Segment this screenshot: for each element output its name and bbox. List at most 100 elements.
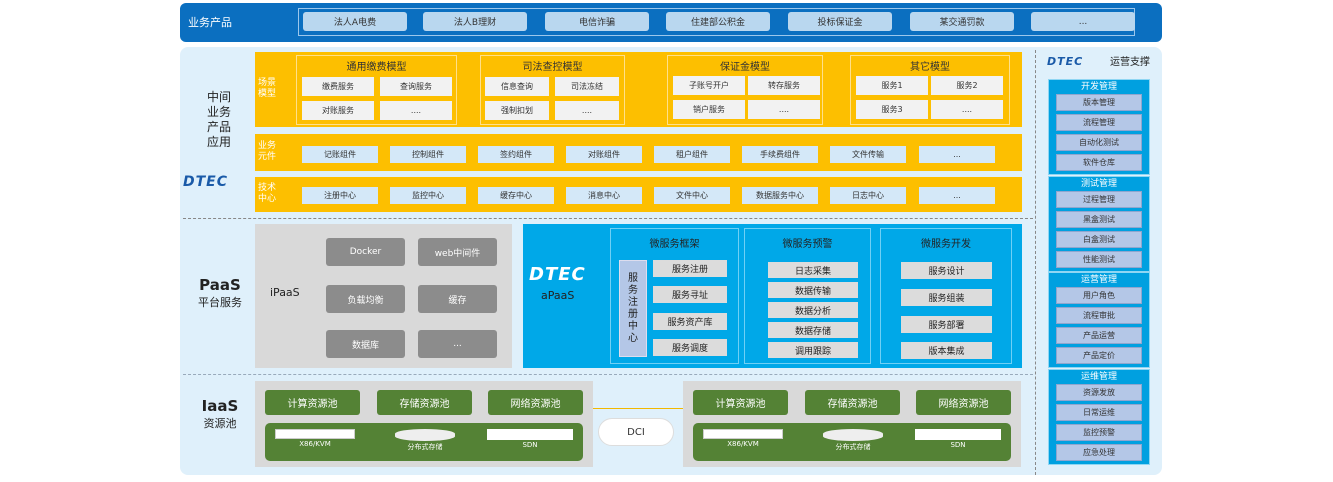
tech-item[interactable]: 日志中心: [830, 187, 906, 204]
product-chip[interactable]: 投标保证金: [788, 12, 892, 31]
component-item[interactable]: 文件传输: [830, 146, 906, 163]
apaas-item[interactable]: 数据传输: [768, 282, 858, 298]
ops-group: 运维管理 资源发放 日常运维 监控预警 应急处理: [1048, 369, 1150, 465]
product-chip[interactable]: 某交通罚款: [910, 12, 1014, 31]
component-item[interactable]: ...: [919, 146, 995, 163]
scene-label: 场景模型: [258, 78, 277, 99]
model-item[interactable]: 强制扣划: [485, 101, 549, 120]
apaas-item[interactable]: 服务注册: [653, 260, 727, 277]
model-item[interactable]: 缴费服务: [302, 77, 374, 96]
component-item[interactable]: 控制组件: [390, 146, 466, 163]
component-item[interactable]: 签约组件: [478, 146, 554, 163]
ops-item[interactable]: 监控预警: [1056, 424, 1142, 441]
hardware-layer: X86/KVM 分布式存储 SDN: [265, 423, 583, 461]
tech-item[interactable]: 注册中心: [302, 187, 378, 204]
model-item[interactable]: 服务1: [856, 76, 928, 95]
tech-item[interactable]: 监控中心: [390, 187, 466, 204]
model-item[interactable]: ....: [380, 101, 452, 120]
ops-item[interactable]: 自动化测试: [1056, 134, 1142, 151]
apaas-item[interactable]: 服务资产库: [653, 313, 727, 330]
ops-item[interactable]: 软件仓库: [1056, 154, 1142, 171]
apaas-item[interactable]: 服务调度: [653, 339, 727, 356]
ops-item[interactable]: 应急处理: [1056, 444, 1142, 461]
model-item[interactable]: 服务2: [931, 76, 1003, 95]
ipaas-item[interactable]: 缓存: [418, 285, 497, 313]
model-item[interactable]: 信息查询: [485, 77, 549, 96]
resource-pool[interactable]: 计算资源池: [693, 390, 788, 415]
ops-item[interactable]: 流程审批: [1056, 307, 1142, 324]
ipaas-item[interactable]: ...: [418, 330, 497, 358]
ops-item[interactable]: 资源发放: [1056, 384, 1142, 401]
storage-disk-icon: [823, 429, 883, 441]
ipaas-item[interactable]: web中间件: [418, 238, 497, 266]
model-title: 司法查控模型: [522, 62, 583, 73]
tech-item[interactable]: 消息中心: [566, 187, 642, 204]
model-item[interactable]: 服务3: [856, 100, 928, 119]
model-item[interactable]: 销户服务: [673, 100, 745, 119]
ops-item[interactable]: 产品运营: [1056, 327, 1142, 344]
ops-item[interactable]: 流程管理: [1056, 114, 1142, 131]
dtec-logo: DTEC: [183, 174, 229, 190]
ipaas-item[interactable]: Docker: [326, 238, 405, 266]
apaas-item[interactable]: 服务组装: [901, 289, 992, 306]
model-item[interactable]: ....: [555, 101, 619, 120]
ops-item[interactable]: 产品定价: [1056, 347, 1142, 364]
product-chip[interactable]: 电信诈骗: [545, 12, 649, 31]
paas-subtitle: 平台服务: [198, 296, 242, 309]
model-item[interactable]: 对账服务: [302, 101, 374, 120]
product-chip[interactable]: 法人B理财: [423, 12, 527, 31]
resource-pool[interactable]: 存储资源池: [377, 390, 472, 415]
apaas-item[interactable]: 数据分析: [768, 302, 858, 318]
ops-item[interactable]: 性能测试: [1056, 251, 1142, 268]
model-title: 其它模型: [910, 62, 950, 73]
apaas-item[interactable]: 调用跟踪: [768, 342, 858, 358]
apaas-item[interactable]: 服务设计: [901, 262, 992, 279]
divider: [183, 374, 1033, 375]
product-chip[interactable]: 住建部公积金: [666, 12, 770, 31]
resource-pool[interactable]: 网络资源池: [916, 390, 1011, 415]
ops-item[interactable]: 过程管理: [1056, 191, 1142, 208]
apaas-item[interactable]: 服务部署: [901, 316, 992, 333]
business-products-bar: 业务产品 法人A电费 法人B理财 电信诈骗 住建部公积金 投标保证金 某交通罚款…: [180, 3, 1162, 42]
apaas-item[interactable]: 版本集成: [901, 342, 992, 359]
resource-pool[interactable]: 存储资源池: [805, 390, 900, 415]
hardware-label: SDN: [522, 441, 538, 449]
model-item[interactable]: 子账号开户: [673, 76, 745, 95]
ipaas-item[interactable]: 负载均衡: [326, 285, 405, 313]
registry-center[interactable]: 服务注册中心: [619, 260, 647, 357]
microservice-group: 微服务框架 服务注册中心 服务注册 服务寻址 服务资产库 服务调度: [610, 228, 739, 364]
product-chip[interactable]: 法人A电费: [303, 12, 407, 31]
ops-item[interactable]: 版本管理: [1056, 94, 1142, 111]
component-item[interactable]: 手续费组件: [742, 146, 818, 163]
component-item[interactable]: 记账组件: [302, 146, 378, 163]
tech-item[interactable]: 文件中心: [654, 187, 730, 204]
ops-item[interactable]: 日常运维: [1056, 404, 1142, 421]
model-item[interactable]: 司法冻结: [555, 77, 619, 96]
resource-pool[interactable]: 计算资源池: [265, 390, 360, 415]
product-chip[interactable]: ...: [1031, 12, 1135, 31]
model-group: 通用缴费模型 缴费服务 查询服务 对账服务 ....: [296, 55, 457, 125]
apaas-item[interactable]: 服务寻址: [653, 286, 727, 303]
model-item[interactable]: ....: [931, 100, 1003, 119]
component-item[interactable]: 对账组件: [566, 146, 642, 163]
apaas-item[interactable]: 日志采集: [768, 262, 858, 278]
network-switch-icon: [915, 429, 1001, 440]
apaas-box: DTEC aPaaS 微服务框架 服务注册中心 服务注册 服务寻址 服务资产库 …: [523, 224, 1022, 368]
storage-disk-icon: [395, 429, 455, 441]
resource-pool[interactable]: 网络资源池: [488, 390, 583, 415]
microservice-group: 微服务开发 服务设计 服务组装 服务部署 版本集成: [880, 228, 1012, 364]
model-item[interactable]: ....: [748, 100, 820, 119]
model-item[interactable]: 转存服务: [748, 76, 820, 95]
model-group: 其它模型 服务1 服务2 服务3 ....: [850, 55, 1010, 125]
tech-item[interactable]: 数据服务中心: [742, 187, 818, 204]
ipaas-item[interactable]: 数据库: [326, 330, 405, 358]
ops-item[interactable]: 白盒测试: [1056, 231, 1142, 248]
ops-item[interactable]: 用户角色: [1056, 287, 1142, 304]
component-item[interactable]: 租户组件: [654, 146, 730, 163]
tech-item[interactable]: 缓存中心: [478, 187, 554, 204]
ops-item[interactable]: 黑盒测试: [1056, 211, 1142, 228]
hardware-label: SDN: [950, 441, 966, 449]
model-item[interactable]: 查询服务: [380, 77, 452, 96]
apaas-item[interactable]: 数据存储: [768, 322, 858, 338]
tech-item[interactable]: ...: [919, 187, 995, 204]
